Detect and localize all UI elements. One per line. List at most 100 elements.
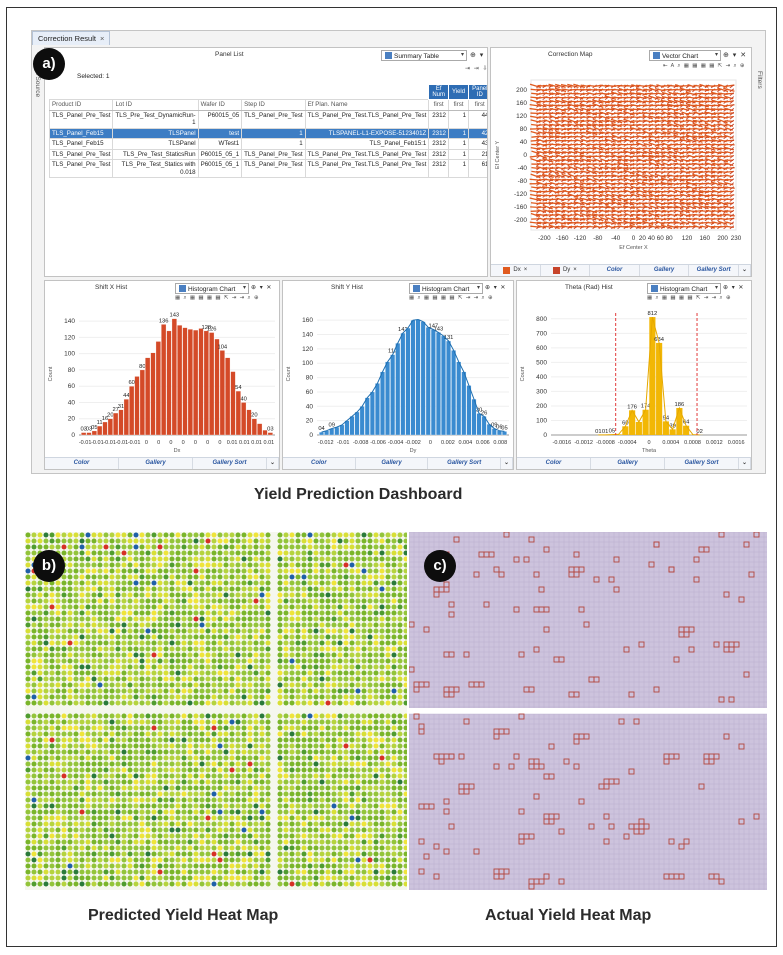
heat-map-cell [283,658,289,664]
histogram-view-select[interactable]: Histogram Chart ▾ [647,283,721,294]
table-row[interactable]: TLS_Panel_Pre_Test TLS_Pre_Test_StaticsRu… [48,148,487,160]
heat-map-cell [85,622,91,628]
heat-map-cell [181,610,187,616]
close-icon[interactable]: × [523,267,528,273]
panel-toolbar[interactable]: ⊕ ▾ ✕ [723,52,748,59]
panel-id-header[interactable]: Panel ID [468,84,487,100]
heat-map-cell [43,628,49,634]
column-header[interactable]: Step ID [241,99,306,111]
heat-map-cell [163,664,169,670]
expand-icon[interactable]: ⌄ [739,458,751,469]
data-source-side-tab[interactable]: Data Source [34,61,41,98]
panel-toolbar[interactable]: ⊕ ▾ ✕ [470,52,487,59]
vector-arrow [729,115,735,120]
predicted-yield-heat-map[interactable] [25,532,407,890]
tab-close-icon[interactable]: × [99,34,105,43]
heat-map-cell [283,574,289,580]
heat-map-cell [181,640,187,646]
column-header[interactable]: first [468,99,487,111]
chart-toolbar[interactable]: ▦ ⌕ ▦ ▦ ▦ ▦ ⇱ ⇥ ⇥ ⌕ ⊕ [409,295,494,301]
gallery-sort-button[interactable]: Gallery Sort [689,265,739,276]
heat-map-cell [307,610,313,616]
heat-map-cell [133,670,139,676]
correction-result-tab[interactable]: Correction Result × [32,31,111,45]
panel-toolbar[interactable]: ⊕ ▾ ✕ [723,285,745,291]
gallery-button[interactable]: Gallery [640,265,690,276]
vector-arrow [666,103,679,108]
vector-arrow [623,177,635,183]
heat-map-cell [85,550,91,556]
histogram-view-select[interactable]: Histogram Chart ▾ [409,283,483,294]
column-header[interactable]: first [428,99,449,111]
column-header[interactable]: Ef Plan. Name [304,99,430,111]
heat-map-cell [319,700,325,706]
heat-map-cell [109,598,115,604]
heat-map-cell [187,688,193,694]
heat-map-cell [223,664,229,670]
heat-map-cell [397,610,403,616]
vector-arrow [574,119,584,123]
column-header[interactable]: Lot ID [112,99,199,111]
heat-map-cell [115,700,121,706]
close-icon[interactable]: × [573,267,577,273]
column-header[interactable]: Product ID [48,99,114,111]
heat-map-cell [163,634,169,640]
heat-map-cell [355,592,361,598]
color-button[interactable]: Color [283,458,356,469]
column-header[interactable]: Wafer ID [197,99,243,111]
gallery-sort-button[interactable]: Gallery Sort [193,458,267,469]
chart-toolbar[interactable]: ⇤ A ⌕ ▦ ▦ ▦ ▦ ⇱ ⇥ ⌕ ⊕ [663,63,746,69]
x-tick-label: 0.006 [476,440,490,446]
panel-toolbar[interactable]: ⊕ ▾ ✕ [251,285,273,291]
heat-map-cell [97,719,103,725]
heat-map-cell [229,688,235,694]
ef-num-header[interactable]: Ef Num [428,84,449,100]
table-row[interactable]: TLS_Panel_Pre_Test TLS_Pre_Test_DynamicRu… [48,109,487,129]
gallery-button[interactable]: Gallery [356,458,429,469]
color-button[interactable]: Color [45,458,119,469]
heat-map-cell [43,761,49,767]
table-row[interactable]: TLS_Panel_Feb15 TLSPanel WTest1 1 TLS_Panel_… [48,138,487,150]
histogram-view-select[interactable]: Histogram Chart ▾ [175,283,249,294]
expand-icon[interactable]: ⌄ [501,458,513,469]
heat-map-cell [361,694,367,700]
shift-y-histogram[interactable]: 0204060801001201401600409112142147143131… [283,301,514,469]
gallery-button[interactable]: Gallery [119,458,193,469]
color-button[interactable]: Color [517,458,591,469]
chart-toolbar[interactable]: ▦ ⌕ ▦ ▦ ▦ ▦ ⇱ ⇥ ⇥ ⌕ ⊕ [175,295,260,301]
column-header[interactable]: first [447,99,470,111]
heat-map-cell [163,538,169,544]
heat-map-cell [295,658,301,664]
histogram-bar [113,412,119,436]
color-button[interactable]: Color [590,265,640,276]
legend-dx[interactable]: Dx × [491,265,541,276]
expand-icon[interactable]: ⌄ [739,265,751,276]
panel-list-view-select[interactable]: Summary Table ▾ [381,50,467,61]
heat-map-cell [259,731,265,737]
heat-map-cell [163,694,169,700]
chart-toolbar[interactable]: ▦ ⌕ ▦ ▦ ▦ ▦ ⇱ ⇥ ⇥ ⌕ ⊕ [647,295,732,301]
panel-toolbar-secondary[interactable]: ⇥ ⇥ ⇩ [465,66,488,72]
gallery-button[interactable]: Gallery [591,458,665,469]
heat-map-cell [157,670,163,676]
panel-toolbar[interactable]: ⊕ ▾ ✕ [485,285,507,291]
correction-map-view-select[interactable]: Vector Chart ▾ [649,50,721,61]
expand-icon[interactable]: ⌄ [267,458,279,469]
yield-header[interactable]: Yield [447,84,470,100]
heat-map-cell [373,658,379,664]
heat-map-cell [241,616,247,622]
table-row[interactable]: TLS_Panel_Pre_Test TLS_Pre_Test_Statics w… [48,159,487,178]
vector-arrow [648,157,660,163]
legend-dy[interactable]: Dy × [541,265,591,276]
vector-arrow [567,193,579,198]
gallery-sort-button[interactable]: Gallery Sort [428,458,502,469]
vector-arrow [685,185,697,190]
heat-map-cell [91,580,97,586]
gallery-sort-button[interactable]: Gallery Sort [665,458,739,469]
shift-x-histogram[interactable]: 0204060801001201400303051116202731446080… [45,301,280,469]
table-row[interactable]: TLS_Panel_Feb15 TLSPanel test 1 TLSPANEL-L1-… [48,127,487,139]
filters-side-tab[interactable]: Filters [756,71,763,89]
heat-map-cell [127,562,133,568]
